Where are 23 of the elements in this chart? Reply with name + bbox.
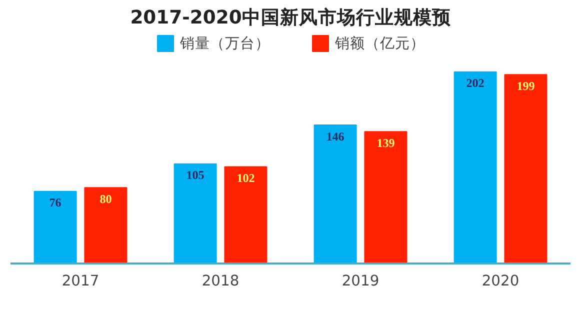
data-label: 105 — [186, 168, 204, 182]
bar — [314, 124, 357, 264]
data-label: 202 — [466, 76, 484, 90]
bar — [224, 166, 268, 264]
x-tick-label: 2017 — [62, 272, 100, 290]
bar — [34, 190, 77, 264]
bar — [454, 71, 497, 264]
data-label: 199 — [516, 79, 535, 94]
data-label: 139 — [376, 136, 395, 150]
bar — [174, 163, 217, 264]
chart-title: 2017-2020中国新风市场行业规模预 — [130, 6, 452, 28]
x-tick-label: 2018 — [202, 272, 240, 290]
bar — [504, 74, 548, 264]
x-tick-label: 2020 — [482, 272, 520, 290]
data-label: 76 — [49, 196, 62, 210]
data-label: 146 — [326, 129, 344, 144]
bar — [364, 131, 408, 264]
bar — [84, 187, 128, 264]
legend-label: 销额（亿元） — [335, 34, 425, 52]
data-label: 102 — [236, 171, 255, 186]
x-tick-label: 2019 — [342, 272, 380, 290]
data-label: 80 — [100, 192, 112, 206]
legend-label: 销量（万台） — [180, 34, 270, 52]
